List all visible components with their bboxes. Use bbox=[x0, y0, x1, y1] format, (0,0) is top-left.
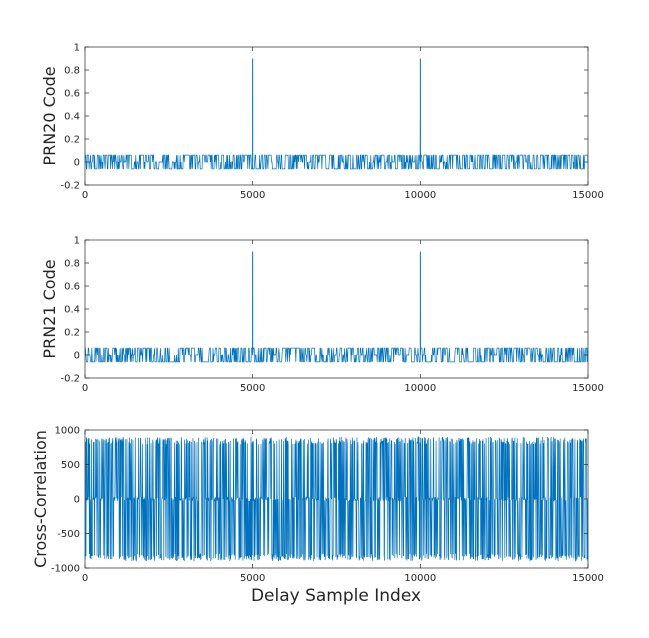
prn21-xtick-label: 0 bbox=[82, 383, 88, 394]
prn21-ytick-label: 0.4 bbox=[64, 305, 80, 316]
cross-correlation-ticks: 0 5000 10000 15000 -1000 -500 0 500 1000 bbox=[51, 426, 604, 585]
prn21-xtick-label: 15000 bbox=[572, 383, 604, 394]
cross-correlation-subplot: 0 5000 10000 15000 -1000 -500 0 500 1000 Cross-C… bbox=[31, 426, 604, 607]
prn20-axes-box bbox=[84, 46, 589, 186]
cross-correlation-xtick-label: 5000 bbox=[240, 573, 265, 584]
prn21-ytick-label: 0.8 bbox=[64, 259, 80, 270]
cross-correlation-ytick-label: 1000 bbox=[55, 426, 80, 437]
prn21-ticks: 0 5000 10000 15000-0.200.20.40.60.81 bbox=[60, 236, 603, 395]
cross-correlation-xlabel: Delay Sample Index bbox=[251, 586, 421, 606]
prn20-ytick-label: 0.2 bbox=[64, 135, 80, 146]
prn21-xtick-label: 5000 bbox=[240, 383, 265, 394]
cross-correlation-ytick-label: 0 bbox=[74, 495, 80, 506]
prn20-xtick-label: 10000 bbox=[404, 190, 436, 201]
prn20-ytick-label: 1 bbox=[74, 43, 80, 54]
prn21-line bbox=[85, 251, 588, 363]
prn21-ytick-label: -0.2 bbox=[60, 374, 80, 385]
cross-correlation-ytick-label: -500 bbox=[57, 529, 80, 540]
prn20-ytick-label: 0.4 bbox=[64, 112, 80, 123]
prn21-ytick-label: 0.6 bbox=[64, 282, 80, 293]
cross-correlation-series bbox=[84, 436, 589, 562]
cross-correlation-line bbox=[84, 436, 589, 562]
cross-correlation-ylabel: Cross-Correlation bbox=[31, 430, 50, 568]
prn20-ticks: 0 5000 10000 15000-0.200.20.40.60.81 bbox=[60, 43, 603, 202]
prn20-series bbox=[84, 58, 589, 170]
prn21-ytick-label: 1 bbox=[74, 236, 80, 247]
prn21-ytick-label: 0 bbox=[74, 351, 80, 362]
prn20-xtick-label: 5000 bbox=[240, 190, 265, 201]
prn20-subplot: 0 5000 10000 15000-0.200.20.40.60.81 PRN20 … bbox=[40, 43, 604, 202]
prn20-line bbox=[84, 58, 589, 170]
prn20-xtick-label: 15000 bbox=[572, 190, 604, 201]
prn20-ytick-label: 0.8 bbox=[64, 66, 80, 77]
prn20-ytick-label: -0.2 bbox=[60, 181, 80, 192]
prn21-ytick-label: 0.2 bbox=[64, 328, 80, 339]
prn20-ylabel: PRN20 Code bbox=[40, 66, 59, 165]
prn21-xtick-label: 10000 bbox=[404, 383, 436, 394]
cross-correlation-xtick-label: 10000 bbox=[404, 573, 436, 584]
prn20-ytick-label: 0 bbox=[74, 158, 80, 169]
prn20-xtick-label: 0 bbox=[82, 190, 88, 201]
prn20-ytick-label: 0.6 bbox=[64, 89, 80, 100]
cross-correlation-xtick-label: 0 bbox=[82, 573, 88, 584]
cross-correlation-ytick-label: -1000 bbox=[51, 564, 80, 575]
cross-correlation-xtick-label: 15000 bbox=[572, 573, 604, 584]
prn21-series bbox=[85, 251, 588, 363]
cross-correlation-ytick-label: 500 bbox=[61, 460, 80, 471]
prn21-subplot: 0 5000 10000 15000-0.200.20.40.60.81 PRN21 … bbox=[40, 236, 604, 395]
prn21-ylabel: PRN21 Code bbox=[40, 259, 59, 358]
